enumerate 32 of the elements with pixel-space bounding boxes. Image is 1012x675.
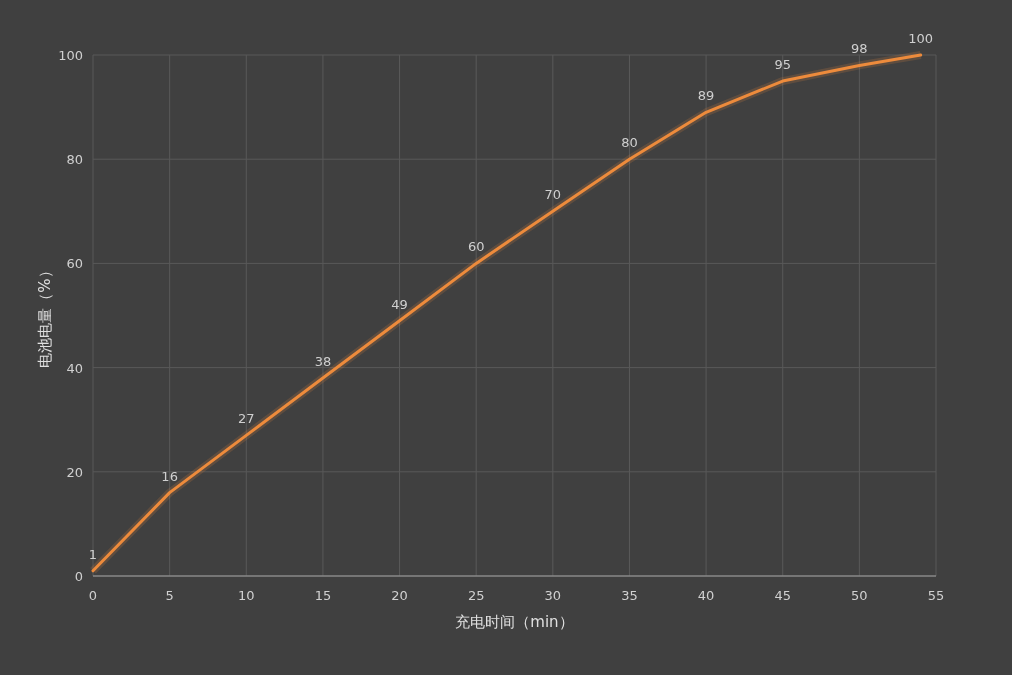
data-label: 95	[774, 57, 791, 73]
xtick: 5	[165, 588, 174, 603]
data-label: 100	[908, 31, 934, 46]
ytick: 20	[66, 464, 83, 480]
xlabel: 充电时间（min）	[455, 613, 574, 631]
xtick: 45	[774, 588, 791, 603]
data-label: 98	[851, 41, 868, 57]
data-label: 27	[238, 411, 255, 427]
ytick: 100	[58, 48, 83, 63]
ylabel: 电池电量（%）	[36, 263, 54, 368]
ytick: 0	[74, 569, 83, 584]
xtick: 15	[314, 588, 332, 603]
data-label: 49	[391, 296, 408, 312]
data-label: 70	[544, 187, 562, 203]
ytick: 80	[66, 152, 83, 168]
xtick: 0	[88, 588, 98, 603]
data-label: 60	[467, 239, 485, 255]
ytick: 60	[66, 256, 83, 272]
xtick: 35	[621, 588, 638, 603]
data-label: 16	[161, 468, 178, 484]
xtick: 30	[544, 588, 562, 603]
xtick: 20	[391, 588, 408, 603]
xtick: 55	[927, 588, 945, 603]
xtick: 25	[467, 588, 485, 603]
data-label: 89	[697, 88, 715, 104]
data-label: 1	[88, 546, 98, 562]
xtick: 40	[697, 588, 715, 603]
xtick: 50	[851, 588, 868, 603]
ytick: 40	[66, 360, 83, 376]
xtick: 10	[238, 588, 255, 603]
data-label: 80	[621, 135, 638, 151]
data-label: 38	[314, 354, 332, 369]
